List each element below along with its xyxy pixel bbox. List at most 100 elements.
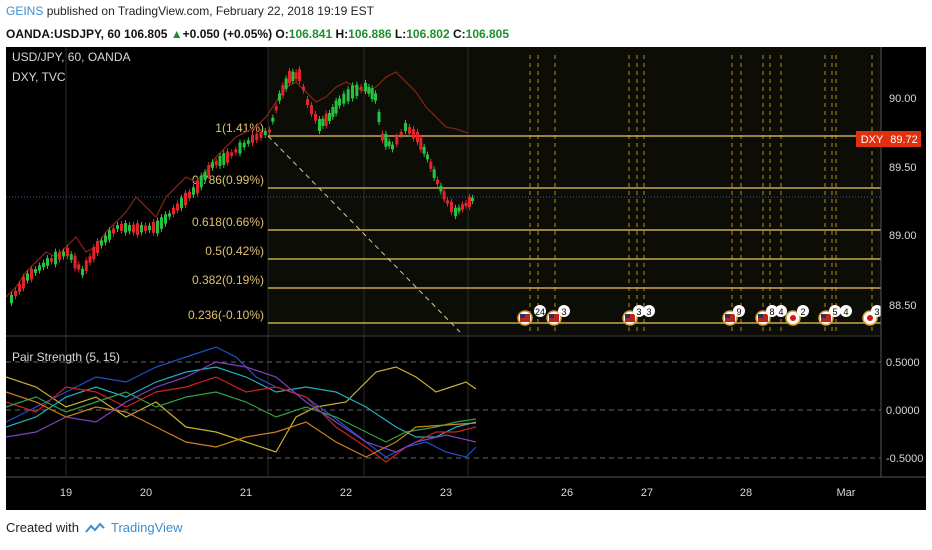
overlay-title: DXY, TVC xyxy=(12,70,66,84)
fib-level-lines xyxy=(268,135,881,324)
event-count: 8 xyxy=(769,307,774,317)
candle-body xyxy=(436,179,439,185)
low-value: 106.802 xyxy=(406,27,450,41)
fib-label-0786: 0.786(0.99%) xyxy=(192,173,264,187)
candle-body xyxy=(242,142,246,148)
chart-svg[interactable]: 1(1.41%) 0.786(0.99%) 0.618(0.66%) 0.5(0… xyxy=(6,47,926,510)
time-tick: 26 xyxy=(561,487,573,499)
event-count-badge xyxy=(643,305,655,317)
event-badge-jp-flag xyxy=(785,310,801,326)
event-count: 4 xyxy=(843,307,848,317)
strength-line-red xyxy=(6,376,477,463)
event-badge-us-flag xyxy=(622,310,638,326)
candle-body xyxy=(422,146,426,154)
candle-body xyxy=(408,126,411,134)
candle-body xyxy=(274,106,278,111)
candle-body xyxy=(429,161,433,169)
fib-label-0382: 0.382(0.19%) xyxy=(192,273,264,287)
candle-body xyxy=(66,247,69,257)
time-tick: 27 xyxy=(641,487,653,499)
event-count: 3 xyxy=(561,307,566,317)
time-axis[interactable]: 19 20 21 22 23 26 27 28 Mar xyxy=(60,487,856,499)
candle-body xyxy=(331,107,335,117)
candle-body xyxy=(446,200,449,204)
event-badge-us-flag xyxy=(546,310,562,326)
candle-body xyxy=(22,276,25,289)
candle-body xyxy=(442,191,446,200)
event-count: 5 xyxy=(832,307,837,317)
candle-body xyxy=(176,203,179,211)
candle-body xyxy=(346,89,350,102)
candle-body xyxy=(207,165,211,176)
chart-frame[interactable]: 1(1.41%) 0.786(0.99%) 0.618(0.66%) 0.5(0… xyxy=(6,47,926,510)
fib-label-0236: 0.236(-0.10%) xyxy=(188,308,264,322)
event-badge-us-flag xyxy=(818,310,834,326)
candle-body xyxy=(226,151,229,163)
event-count-badge xyxy=(766,305,778,317)
close-label: C: xyxy=(452,27,466,41)
tradingview-link[interactable]: TradingView xyxy=(110,520,183,535)
open-label: O: xyxy=(275,27,289,41)
event-count-badge xyxy=(797,305,809,317)
candle-body xyxy=(144,225,147,231)
fib-label-0618: 0.618(0.66%) xyxy=(192,215,264,229)
strength-line-cyan xyxy=(6,366,477,438)
strength-line-blue xyxy=(6,346,477,458)
candle-body xyxy=(38,265,41,271)
candle-body xyxy=(278,93,281,101)
high-value: 106.886 xyxy=(348,27,392,41)
candle-body xyxy=(156,220,159,234)
up-arrow-icon: ▲ xyxy=(170,27,183,41)
price-tick: 89.50 xyxy=(889,162,917,174)
candle-body xyxy=(457,207,461,212)
event-count-badge xyxy=(633,305,645,317)
dxy-price-tag: DXY 89.72 xyxy=(856,131,921,147)
event-count: 2 xyxy=(800,307,805,317)
candle-body xyxy=(42,262,45,268)
candle-body xyxy=(314,113,317,121)
candle-body xyxy=(132,224,135,233)
publisher-link[interactable]: GEINS xyxy=(6,4,44,18)
fib-labels: 1(1.41%) 0.786(0.99%) 0.618(0.66%) 0.5(0… xyxy=(188,121,264,322)
symbol-label: OANDA:USDJPY, 60 xyxy=(6,27,121,41)
candle-body xyxy=(180,197,183,209)
candle-body xyxy=(294,72,298,79)
candle-body xyxy=(92,247,96,260)
fib-label-1: 1(1.41%) xyxy=(215,121,264,135)
event-count: 24 xyxy=(535,307,545,317)
event-count-badge xyxy=(534,305,546,317)
candle-body xyxy=(454,207,457,217)
indicator-tick: 0.5000 xyxy=(886,357,920,369)
indicator-tick: 0.0000 xyxy=(886,405,920,417)
candle-body xyxy=(108,230,111,240)
candle-body xyxy=(399,132,403,136)
candle-body xyxy=(374,93,377,101)
event-badge-us-flag xyxy=(722,310,738,326)
candle-body xyxy=(81,268,84,276)
price-tick: 88.50 xyxy=(889,300,917,312)
published-text: published on TradingView.com, February 2… xyxy=(46,4,375,18)
candle-body xyxy=(192,187,195,195)
change-value: +0.050 (+0.05%) xyxy=(182,27,273,41)
candle-body xyxy=(238,142,242,154)
candle-body xyxy=(10,294,13,304)
candle-body xyxy=(432,169,436,179)
candle-body xyxy=(116,225,119,229)
event-count: 9 xyxy=(736,307,741,317)
price-tick: 90.00 xyxy=(889,93,917,105)
candle-body xyxy=(367,86,371,94)
indicator-tick: -0.5000 xyxy=(886,453,923,465)
candle-body xyxy=(439,185,443,192)
candle-body xyxy=(364,82,367,92)
candle-body xyxy=(124,223,127,233)
price-axis[interactable] xyxy=(881,47,926,510)
event-badges[interactable]: 24 3 3 3 9 8 4 2 5 4 3 xyxy=(517,305,883,326)
candle-body xyxy=(302,86,305,91)
candle-body xyxy=(259,132,263,138)
candle-body xyxy=(211,162,214,168)
indicator-pane[interactable]: Pair Strength (5, 15) 0.5000 0.0000 -0.5… xyxy=(6,346,923,465)
candle-body xyxy=(291,71,295,82)
candle-body xyxy=(96,241,99,253)
footer: Created with TradingView xyxy=(6,520,183,535)
time-tick: 23 xyxy=(440,487,452,499)
